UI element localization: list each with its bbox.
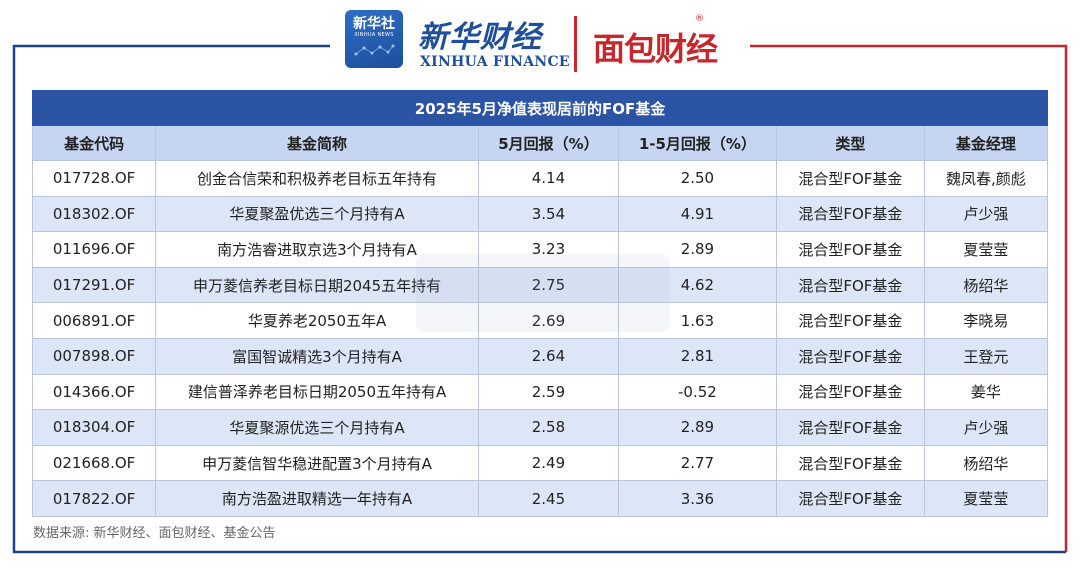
cell-manager: 李晓易 xyxy=(925,303,1048,338)
cell-fund-name: 创金合信荣和积极养老目标五年持有 xyxy=(156,161,479,196)
table-row: 017822.OF 南方浩盈进取精选一年持有A 2.45 3.36 混合型FOF… xyxy=(32,481,1048,517)
cell-ytd-return: 2.89 xyxy=(619,232,777,267)
mianbao-finance-logo: 面包财经 xyxy=(593,30,718,68)
header-manager: 基金经理 xyxy=(925,126,1048,160)
cell-fund-code: 018302.OF xyxy=(32,196,157,232)
cell-fund-type: 混合型FOF基金 xyxy=(777,267,925,303)
table-row: 018302.OF 华夏聚盈优选三个月持有A 3.54 4.91 混合型FOF基… xyxy=(32,196,1048,233)
cell-may-return: 4.14 xyxy=(479,161,619,196)
header-logos: 新华社 XINHUA NEWS 新华财经 XINHUA FINANCE 面包财经… xyxy=(345,10,745,74)
cell-fund-name: 华夏养老2050五年A xyxy=(156,303,479,338)
cell-manager: 卢少强 xyxy=(925,410,1048,445)
cell-fund-type: 混合型FOF基金 xyxy=(777,161,925,196)
cell-fund-name: 富国智诚精选3个月持有A xyxy=(156,338,479,374)
fund-table: 2025年5月净值表现居前的FOF基金 基金代码 基金简称 5月回报（%） 1-… xyxy=(32,90,1048,517)
cell-fund-type: 混合型FOF基金 xyxy=(777,196,925,232)
cell-may-return: 2.59 xyxy=(479,374,619,410)
cell-manager: 杨绍华 xyxy=(925,445,1048,481)
globe-network-icon xyxy=(354,44,395,56)
cell-fund-name: 华夏聚源优选三个月持有A xyxy=(156,410,479,445)
cell-fund-name: 申万菱信养老目标日期2045五年持有 xyxy=(156,267,479,303)
cell-fund-type: 混合型FOF基金 xyxy=(777,303,925,338)
cell-fund-name: 申万菱信智华稳进配置3个月持有A xyxy=(156,445,479,481)
cell-fund-code: 006891.OF xyxy=(32,303,157,338)
cell-fund-name: 南方浩盈进取精选一年持有A xyxy=(156,481,479,516)
logo-divider xyxy=(574,16,577,72)
xinhua-finance-logo-subtext: XINHUA FINANCE xyxy=(420,54,570,70)
table-row: 006891.OF 华夏养老2050五年A 2.69 1.63 混合型FOF基金… xyxy=(32,303,1048,339)
cell-fund-name: 建信普泽养老目标日期2050五年持有A xyxy=(156,374,479,410)
cell-manager: 卢少强 xyxy=(925,196,1048,232)
source-note: 数据来源: 新华财经、面包财经、基金公告 xyxy=(33,526,276,541)
cell-may-return: 2.69 xyxy=(479,303,619,338)
cell-ytd-return: -0.52 xyxy=(619,374,777,410)
table-row: 017728.OF 创金合信荣和积极养老目标五年持有 4.14 2.50 混合型… xyxy=(32,161,1048,197)
header-fund-name: 基金简称 xyxy=(156,126,479,160)
cell-may-return: 2.58 xyxy=(479,410,619,445)
header-ytd-return: 1-5月回报（%） xyxy=(619,126,777,160)
table-row: 021668.OF 申万菱信智华稳进配置3个月持有A 2.49 2.77 混合型… xyxy=(32,445,1048,482)
cell-may-return: 3.54 xyxy=(479,196,619,232)
table-row: 007898.OF 富国智诚精选3个月持有A 2.64 2.81 混合型FOF基… xyxy=(32,338,1048,375)
cell-ytd-return: 2.81 xyxy=(619,338,777,374)
cell-may-return: 2.49 xyxy=(479,445,619,481)
cell-manager: 夏莹莹 xyxy=(925,232,1048,267)
cell-manager: 魏凤春,颜彪 xyxy=(925,161,1048,196)
cell-manager: 夏莹莹 xyxy=(925,481,1048,516)
cell-manager: 王登元 xyxy=(925,338,1048,374)
xinhua-badge-text: 新华社 xyxy=(353,16,395,32)
cell-ytd-return: 1.63 xyxy=(619,303,777,338)
cell-fund-type: 混合型FOF基金 xyxy=(777,338,925,374)
cell-manager: 杨绍华 xyxy=(925,267,1048,303)
table-header-row: 基金代码 基金简称 5月回报（%） 1-5月回报（%） 类型 基金经理 xyxy=(32,126,1048,161)
cell-fund-type: 混合型FOF基金 xyxy=(777,445,925,481)
cell-may-return: 2.64 xyxy=(479,338,619,374)
cell-fund-code: 017822.OF xyxy=(32,481,157,516)
table-row: 011696.OF 南方浩睿进取京选3个月持有A 3.23 2.89 混合型FO… xyxy=(32,232,1048,268)
cell-fund-type: 混合型FOF基金 xyxy=(777,481,925,516)
table-title: 2025年5月净值表现居前的FOF基金 xyxy=(32,90,1048,126)
cell-may-return: 2.75 xyxy=(479,267,619,303)
cell-fund-type: 混合型FOF基金 xyxy=(777,410,925,445)
cell-fund-name: 华夏聚盈优选三个月持有A xyxy=(156,196,479,232)
cell-fund-code: 011696.OF xyxy=(32,232,157,267)
cell-fund-code: 017291.OF xyxy=(32,267,157,303)
cell-fund-code: 007898.OF xyxy=(32,338,157,374)
cell-fund-code: 021668.OF xyxy=(32,445,157,481)
cell-ytd-return: 4.62 xyxy=(619,267,777,303)
cell-fund-code: 014366.OF xyxy=(32,374,157,410)
cell-fund-code: 017728.OF xyxy=(32,161,157,196)
table-row: 017291.OF 申万菱信养老目标日期2045五年持有 2.75 4.62 混… xyxy=(32,267,1048,304)
cell-ytd-return: 4.91 xyxy=(619,196,777,232)
header-fund-code: 基金代码 xyxy=(32,126,157,160)
xinhua-badge-subtext: XINHUA NEWS xyxy=(354,32,394,38)
cell-ytd-return: 2.89 xyxy=(619,410,777,445)
cell-ytd-return: 2.77 xyxy=(619,445,777,481)
cell-may-return: 2.45 xyxy=(479,481,619,516)
cell-fund-name: 南方浩睿进取京选3个月持有A xyxy=(156,232,479,267)
table-row: 018304.OF 华夏聚源优选三个月持有A 2.58 2.89 混合型FOF基… xyxy=(32,410,1048,446)
cell-ytd-return: 3.36 xyxy=(619,481,777,516)
xinhua-news-logo: 新华社 XINHUA NEWS xyxy=(345,10,403,68)
cell-ytd-return: 2.50 xyxy=(619,161,777,196)
registered-mark: ® xyxy=(695,14,704,24)
cell-fund-type: 混合型FOF基金 xyxy=(777,374,925,410)
xinhua-finance-logo-text: 新华财经 xyxy=(418,20,542,55)
cell-manager: 姜华 xyxy=(925,374,1048,410)
header-fund-type: 类型 xyxy=(777,126,925,160)
cell-fund-code: 018304.OF xyxy=(32,410,157,445)
cell-fund-type: 混合型FOF基金 xyxy=(777,232,925,267)
header-may-return: 5月回报（%） xyxy=(479,126,619,160)
table-row: 014366.OF 建信普泽养老目标日期2050五年持有A 2.59 -0.52… xyxy=(32,374,1048,411)
cell-may-return: 3.23 xyxy=(479,232,619,267)
